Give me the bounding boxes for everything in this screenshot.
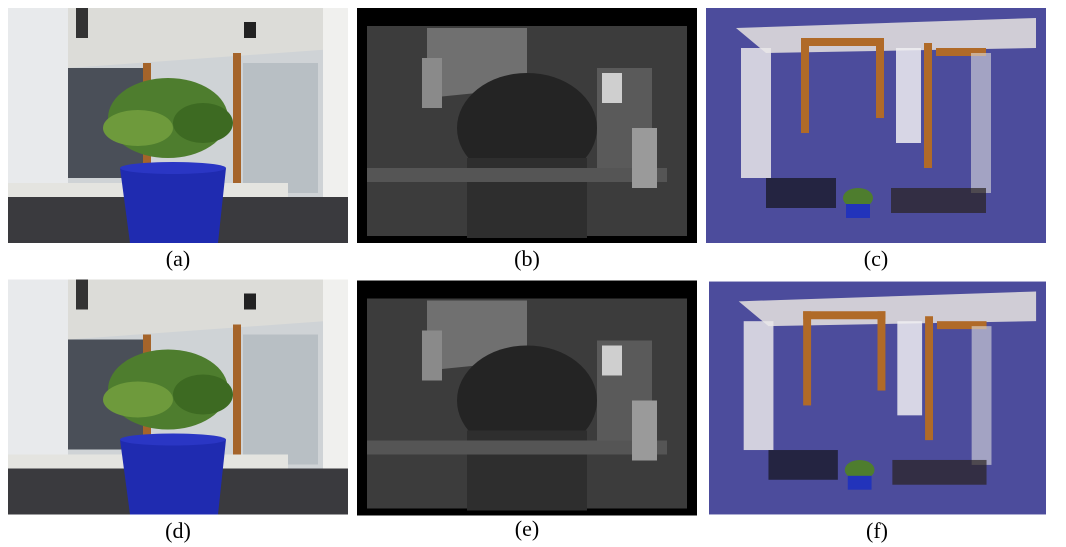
depth-image	[357, 8, 697, 243]
depth-image	[357, 281, 697, 516]
rgb-image	[8, 280, 348, 515]
point-cloud-image	[706, 8, 1046, 243]
figure: (a) (b) (c) (d) (e) (f)	[0, 0, 1066, 547]
rgb-image	[8, 8, 348, 243]
caption: (a)	[166, 246, 190, 271]
caption: (d)	[165, 518, 191, 543]
caption: (e)	[515, 516, 539, 541]
caption: (f)	[866, 518, 888, 543]
caption: (c)	[864, 246, 888, 271]
caption: (b)	[514, 246, 540, 271]
point-cloud-image	[709, 282, 1046, 515]
